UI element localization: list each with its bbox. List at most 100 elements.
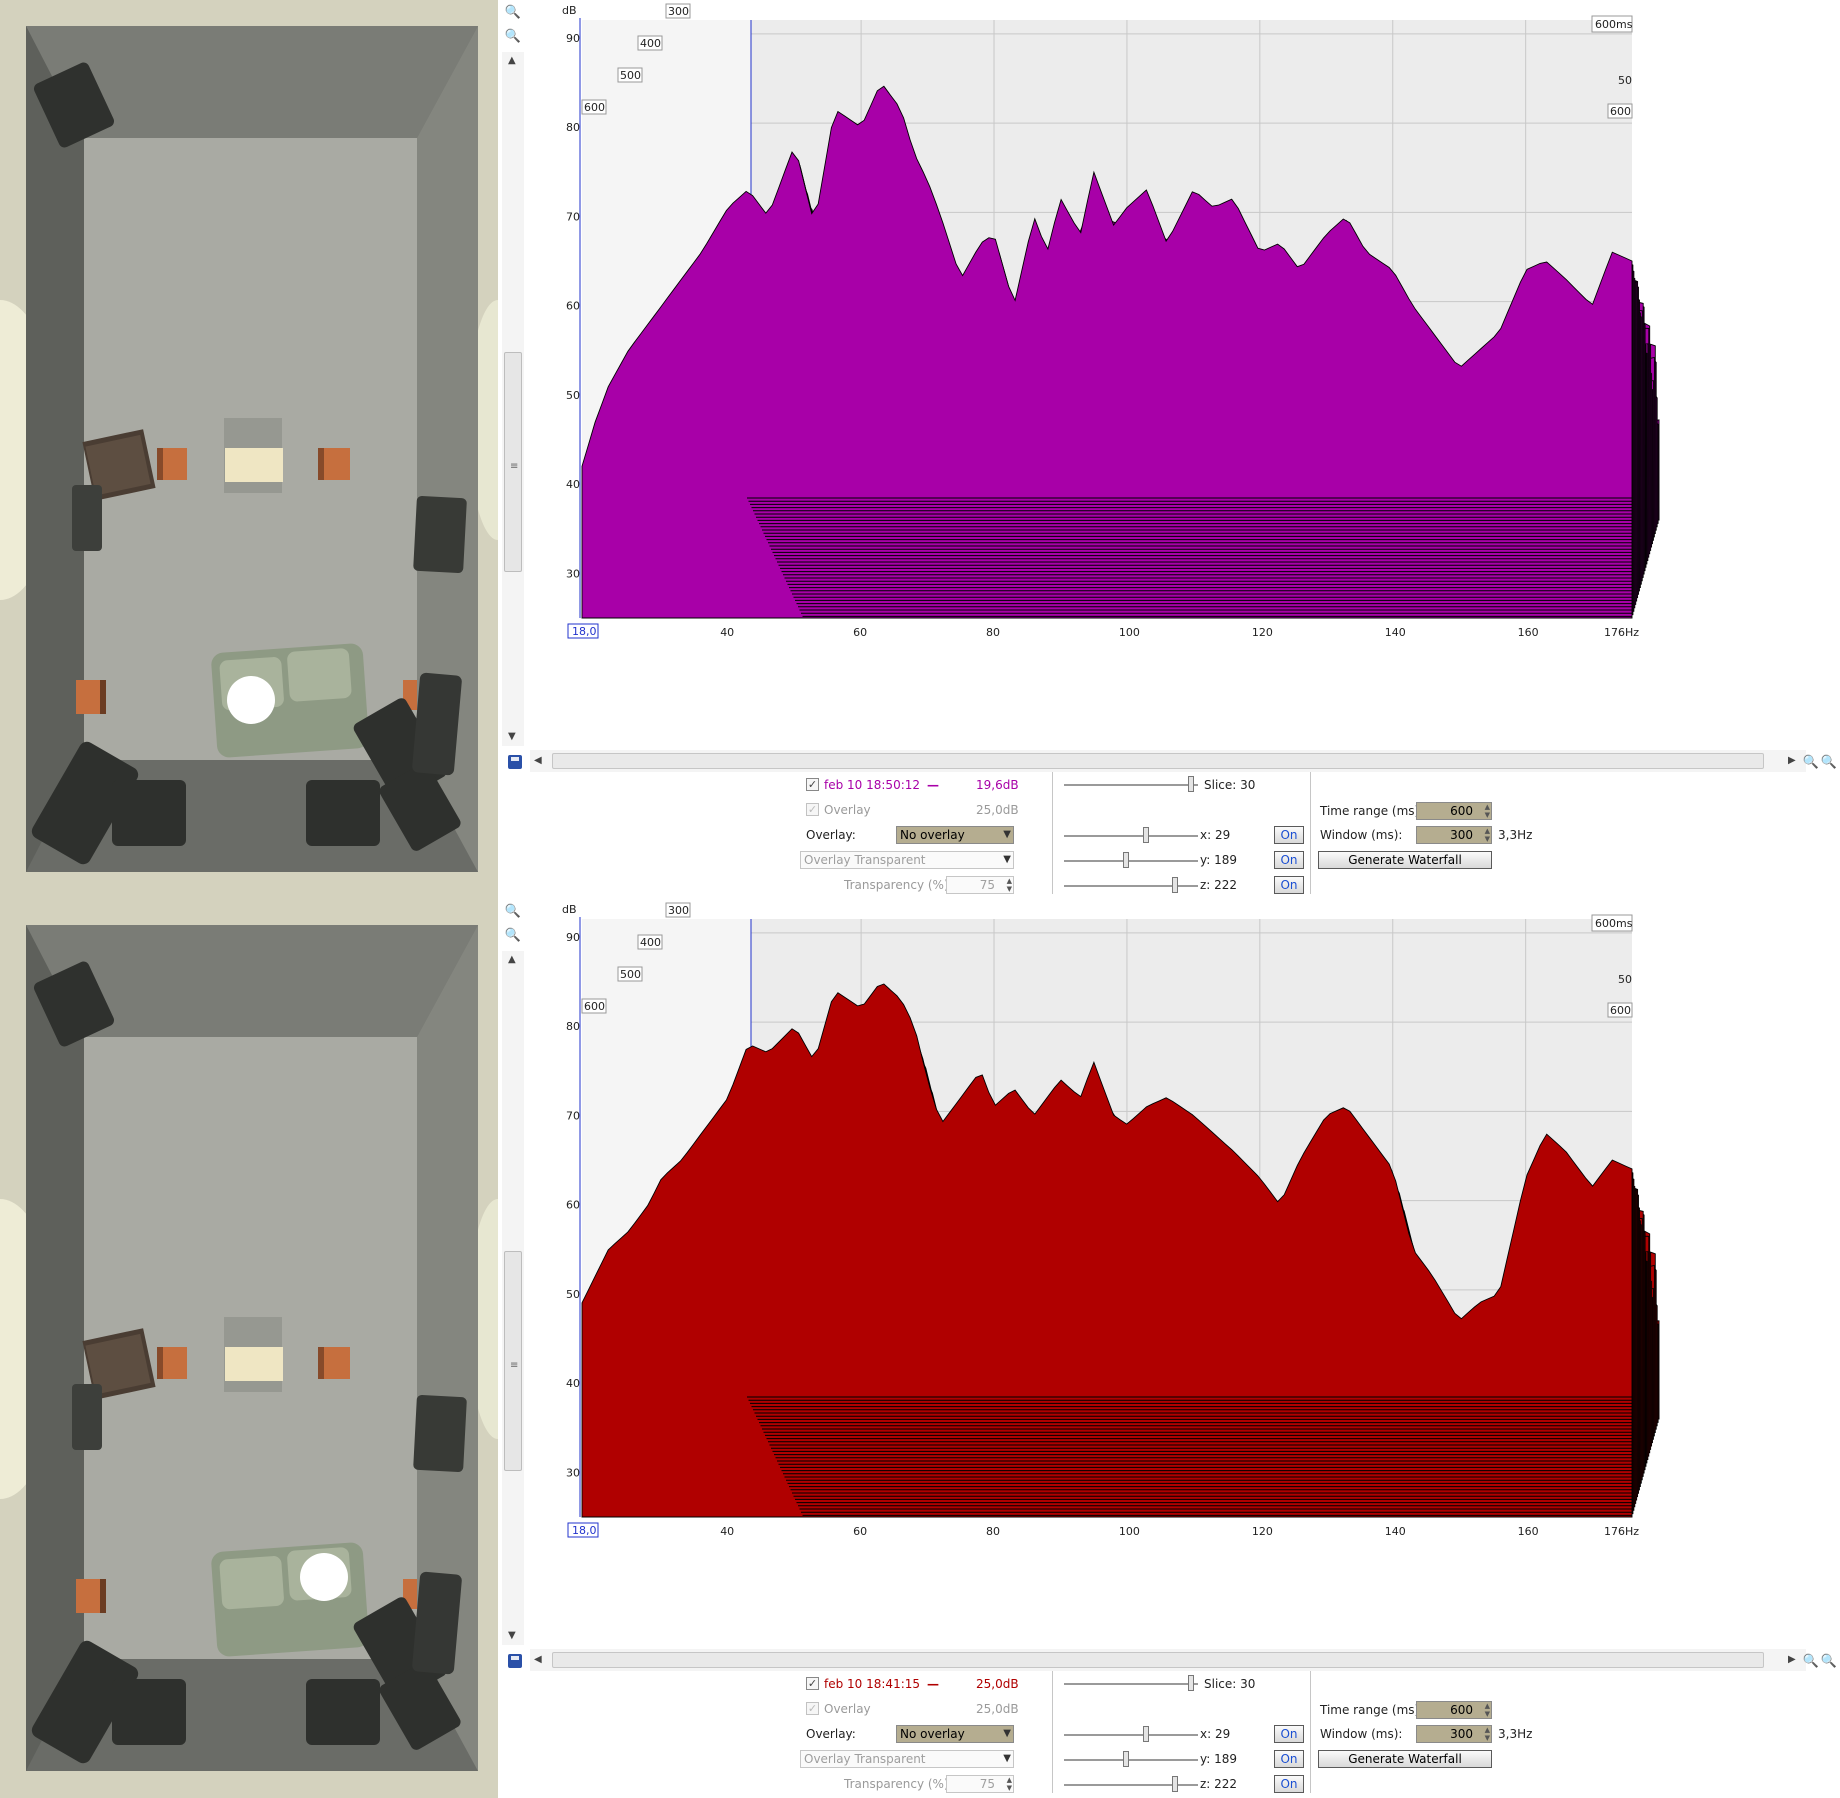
horizontal-scrollbar[interactable]: ◀ ▶ (530, 1649, 1806, 1671)
depth-tick-box (637, 934, 663, 950)
depth-tick-label: 400 (640, 936, 661, 949)
depth-tick-label: 600 (584, 1000, 605, 1013)
z-slider-knob[interactable] (1172, 1776, 1178, 1792)
slice-slider-knob[interactable] (1188, 1675, 1194, 1691)
scroll-left-arrow[interactable]: ◀ (534, 1654, 542, 1665)
scroll-down-arrow[interactable]: ▼ (508, 731, 516, 742)
x-tick-label: 120 (1252, 1525, 1273, 1538)
time-range-label: Time range (ms): (1320, 804, 1424, 818)
save-icon[interactable] (508, 755, 522, 769)
y-slider-knob[interactable] (1123, 852, 1129, 868)
listener-marker[interactable] (300, 1553, 348, 1601)
slice-slider-knob[interactable] (1188, 776, 1194, 792)
zoom-out-x-icon[interactable]: 🔍 (1820, 1654, 1838, 1669)
save-icon[interactable] (508, 1654, 522, 1668)
x-on-button[interactable]: On (1274, 826, 1304, 844)
scroll-up-arrow[interactable]: ▲ (508, 55, 516, 66)
x-tick-label: 40 (720, 1525, 734, 1538)
waterfall-chart[interactable]: dB 90 80 70 60 50 40 30 40 60 80 100 120 140 160 18,0 17… (524, 0, 1840, 760)
zoom-out-icon[interactable]: 🔍 (504, 928, 522, 943)
transparency-spinner[interactable]: 75 ▲ ▼ (946, 876, 1014, 894)
waterfall-chart[interactable]: dB 90 80 70 60 50 40 30 40 60 80 100 120 140 160 18,0 17… (524, 899, 1840, 1659)
transparency-spinner[interactable]: 75 ▲ ▼ (946, 1775, 1014, 1793)
vertical-scrollbar[interactable]: ▲ ≡ ▼ (502, 951, 524, 1645)
zoom-in-icon[interactable]: 🔍 (504, 5, 522, 20)
x-start-label: 18,0 (572, 1524, 597, 1537)
measurement-checkbox[interactable]: ✓ (806, 778, 819, 791)
z-on-button[interactable]: On (1274, 1775, 1304, 1793)
generate-waterfall-button[interactable]: Generate Waterfall (1318, 1750, 1492, 1768)
depth-tick-label: 600 (584, 101, 605, 114)
scroll-down-arrow[interactable]: ▼ (508, 1630, 516, 1641)
y-on-button[interactable]: On (1274, 1750, 1304, 1768)
slice-slider[interactable] (1064, 784, 1198, 786)
zoom-out-icon[interactable]: 🔍 (504, 29, 522, 44)
vertical-scrollbar[interactable]: ▲ ≡ ▼ (502, 52, 524, 746)
window-value: 300 (1450, 1727, 1473, 1741)
scroll-up-arrow[interactable]: ▲ (508, 954, 516, 965)
overlay-mode-select[interactable]: Overlay Transparent ▼ (800, 1750, 1014, 1768)
zoom-in-x-icon[interactable]: 🔍 (1802, 755, 1820, 770)
horizontal-scrollbar[interactable]: ◀ ▶ (530, 750, 1806, 772)
speaker-left (157, 448, 187, 480)
horizontal-scroll-thumb[interactable] (552, 1652, 1764, 1668)
speaker-left (157, 1347, 187, 1379)
window-spinner[interactable]: 300 ▲ ▼ (1416, 1725, 1492, 1743)
overlay-checkbox[interactable]: ✓ (806, 1702, 819, 1715)
room-3d-view[interactable] (0, 0, 498, 899)
vertical-scroll-thumb[interactable]: ≡ (504, 352, 522, 572)
slice-slider[interactable] (1064, 1683, 1198, 1685)
z-rotation-label: z: 222 (1200, 878, 1238, 892)
z-on-button[interactable]: On (1274, 876, 1304, 894)
x-rotation-slider[interactable] (1064, 835, 1198, 837)
vertical-scroll-thumb[interactable]: ≡ (504, 1251, 522, 1471)
y-rotation-slider[interactable] (1064, 1759, 1198, 1761)
overlay-select[interactable]: No overlay ▼ (896, 1725, 1014, 1743)
x-slider-knob[interactable] (1143, 1726, 1149, 1742)
y-tick-label: 30 (566, 567, 580, 580)
x-on-button[interactable]: On (1274, 1725, 1304, 1743)
y-on-button[interactable]: On (1274, 851, 1304, 869)
horizontal-scroll-thumb[interactable] (552, 753, 1764, 769)
y-tick-label: 40 (566, 1377, 580, 1390)
waterfall-plot: dB 90 80 70 60 50 40 30 40 60 80 100 120 140 160 18,0 17… (562, 902, 1660, 1538)
z-rotation-slider[interactable] (1064, 885, 1198, 887)
scroll-right-arrow[interactable]: ▶ (1788, 1654, 1796, 1665)
overlay-checkbox[interactable]: ✓ (806, 803, 819, 816)
overlay-mode-select[interactable]: Overlay Transparent ▼ (800, 851, 1014, 869)
generate-waterfall-button[interactable]: Generate Waterfall (1318, 851, 1492, 869)
surround-speaker-left (76, 1579, 106, 1613)
x-slider-knob[interactable] (1143, 827, 1149, 843)
zoom-out-x-icon[interactable]: 🔍 (1820, 755, 1838, 770)
scroll-right-arrow[interactable]: ▶ (1788, 755, 1796, 766)
depth-right-box (1591, 15, 1633, 33)
window-label: Window (ms): (1320, 828, 1403, 842)
x-rotation-slider[interactable] (1064, 1734, 1198, 1736)
screen (224, 418, 283, 493)
z-rotation-slider[interactable] (1064, 1784, 1198, 1786)
time-range-spinner[interactable]: 600 ▲ ▼ (1416, 802, 1492, 820)
depth-tick-box (617, 67, 643, 83)
window-resolution: 3,3Hz (1498, 1727, 1533, 1741)
x-tick-label: 160 (1518, 626, 1539, 639)
scroll-left-arrow[interactable]: ◀ (534, 755, 542, 766)
y-tick-label: 70 (566, 1109, 580, 1122)
listener-marker[interactable] (227, 676, 275, 724)
side-panel-left (72, 1384, 102, 1450)
room-3d-view[interactable] (0, 899, 498, 1798)
zoom-in-icon[interactable]: 🔍 (504, 904, 522, 919)
x-tick-label: 40 (720, 626, 734, 639)
room-floorplan (0, 899, 498, 1798)
x-tick-label: 120 (1252, 626, 1273, 639)
zoom-in-x-icon[interactable]: 🔍 (1802, 1654, 1820, 1669)
measurement-checkbox[interactable]: ✓ (806, 1677, 819, 1690)
overlay-mode-value: Overlay Transparent (804, 853, 926, 867)
y-rotation-slider[interactable] (1064, 860, 1198, 862)
y-tick-label: 50 (566, 389, 580, 402)
overlay-select[interactable]: No overlay ▼ (896, 826, 1014, 844)
z-slider-knob[interactable] (1172, 877, 1178, 893)
y-tick-label: 60 (566, 1199, 580, 1212)
window-spinner[interactable]: 300 ▲ ▼ (1416, 826, 1492, 844)
time-range-spinner[interactable]: 600 ▲ ▼ (1416, 1701, 1492, 1719)
y-slider-knob[interactable] (1123, 1751, 1129, 1767)
